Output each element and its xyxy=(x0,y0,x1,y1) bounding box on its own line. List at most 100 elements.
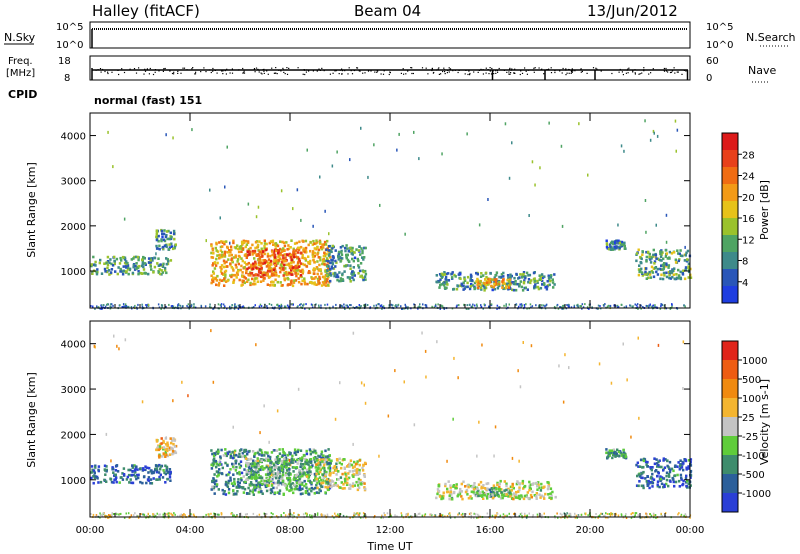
echo-cell xyxy=(282,266,285,270)
echo-cell xyxy=(347,249,350,253)
echo-cell xyxy=(530,495,533,499)
echo-cell xyxy=(252,274,255,277)
echo-cell xyxy=(495,278,498,281)
near-range-cell xyxy=(562,304,564,307)
echo-cell xyxy=(463,287,466,290)
date-title: 13/Jun/2012 xyxy=(587,2,678,20)
echo-cell xyxy=(290,258,293,262)
echo-cell xyxy=(173,244,177,248)
echo-cell xyxy=(257,473,260,477)
echo-cell xyxy=(214,264,218,267)
sparse-cell xyxy=(328,232,330,236)
near-range-cell xyxy=(591,306,593,309)
echo-cell xyxy=(335,261,338,264)
sparse-cell xyxy=(441,152,443,156)
echo-cell xyxy=(299,462,303,466)
echo-cell xyxy=(495,488,498,491)
echo-cell xyxy=(269,254,272,258)
echo-cell xyxy=(229,245,233,249)
nave-point xyxy=(574,70,576,72)
near-range-cell xyxy=(309,514,311,517)
nave-point xyxy=(225,73,227,75)
echo-cell xyxy=(109,271,113,274)
near-range-cell xyxy=(514,513,517,516)
nave-point xyxy=(595,67,597,69)
echo-cell xyxy=(343,481,347,484)
echo-cell xyxy=(333,274,336,278)
nave-point xyxy=(212,70,214,72)
echo-cell xyxy=(662,267,665,270)
echo-cell xyxy=(679,277,683,281)
echo-cell xyxy=(667,266,670,269)
echo-cell xyxy=(271,253,274,257)
echo-cell xyxy=(282,247,285,250)
echo-cell xyxy=(90,264,93,268)
echo-cell xyxy=(293,487,296,491)
sparse-cell xyxy=(674,119,677,123)
echo-cell xyxy=(640,271,644,274)
echo-cell xyxy=(301,492,304,495)
near-range-cell xyxy=(600,512,602,515)
echo-cell xyxy=(469,285,472,288)
echo-cell xyxy=(318,275,321,279)
echo-cell xyxy=(165,262,168,266)
near-range-cell xyxy=(660,305,662,308)
echo-cell xyxy=(622,448,625,452)
echo-cell xyxy=(655,458,658,461)
echo-cell xyxy=(105,465,108,468)
echo-cell xyxy=(445,280,448,284)
echo-cell xyxy=(483,281,486,285)
sparse-cell xyxy=(665,240,668,244)
near-range-cell xyxy=(181,305,184,308)
echo-cell xyxy=(455,483,458,486)
near-range-cell xyxy=(460,513,463,516)
echo-cell xyxy=(287,262,290,266)
echo-cell xyxy=(247,273,251,277)
echo-cell xyxy=(521,481,524,485)
near-range-cell xyxy=(99,516,101,519)
nave-point xyxy=(258,71,260,73)
sparse-cell xyxy=(478,223,481,227)
echo-cell xyxy=(232,473,235,476)
echo-cell xyxy=(520,494,523,497)
echo-cell xyxy=(305,475,309,478)
nave-point xyxy=(258,69,260,71)
echo-cell xyxy=(298,240,301,244)
echo-cell xyxy=(651,477,654,480)
echo-cell xyxy=(340,462,343,466)
echo-cell xyxy=(236,258,240,261)
echo-cell xyxy=(470,279,474,282)
echo-cell xyxy=(331,262,335,266)
near-range-cell xyxy=(375,304,378,307)
echo-cell xyxy=(656,484,659,488)
echo-cell xyxy=(299,251,302,255)
nave-point xyxy=(144,68,146,70)
echo-cell xyxy=(616,245,620,249)
echo-cell xyxy=(328,468,332,472)
echo-cell xyxy=(543,282,546,285)
near-range-cell xyxy=(496,307,498,310)
echo-cell xyxy=(651,466,654,469)
echo-cell xyxy=(210,488,213,491)
nave-point xyxy=(638,73,640,75)
echo-cell xyxy=(222,273,225,276)
nave-point xyxy=(634,73,636,75)
nave-point xyxy=(581,70,583,73)
echo-cell xyxy=(240,264,243,268)
near-range-cell xyxy=(119,513,121,516)
echo-cell xyxy=(533,285,536,288)
echo-cell xyxy=(644,460,648,464)
nave-point xyxy=(222,73,224,75)
sparse-cell xyxy=(352,442,354,446)
echo-cell xyxy=(316,277,320,281)
echo-cell xyxy=(650,468,653,472)
echo-cell xyxy=(281,454,284,457)
echo-cell xyxy=(129,468,132,472)
echo-cell xyxy=(485,494,489,498)
nave-point xyxy=(596,68,598,70)
echo-cell xyxy=(326,269,329,273)
echo-cell xyxy=(689,476,692,479)
echo-cell xyxy=(545,287,549,291)
echo-cell xyxy=(349,484,353,488)
echo-cell xyxy=(236,481,240,484)
